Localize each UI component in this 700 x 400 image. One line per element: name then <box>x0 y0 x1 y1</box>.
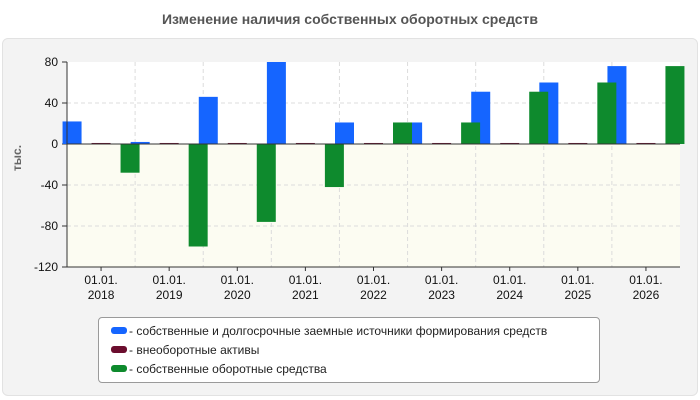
y-tick-label: -40 <box>41 178 59 192</box>
x-tick-label: 2019 <box>156 288 183 302</box>
bar-working-capital <box>188 144 208 247</box>
chart-title: Изменение наличия собственных оборотных … <box>161 11 539 27</box>
plot-area-negative-band <box>67 144 680 267</box>
x-tick-label: 2022 <box>360 288 387 302</box>
x-tick-label: 01.01. <box>357 273 390 287</box>
x-tick-label: 01.01. <box>152 273 185 287</box>
y-tick-label: 40 <box>45 96 59 110</box>
x-tick-label: 2020 <box>224 288 251 302</box>
legend-label-noncurrent-assets: - внеоборотные активы <box>129 343 260 357</box>
y-tick-label: 0 <box>51 137 58 151</box>
y-tick-label: -80 <box>41 219 59 233</box>
x-tick-label: 2025 <box>564 288 591 302</box>
bar-sources <box>62 121 82 144</box>
bar-working-capital <box>665 66 685 144</box>
bar-working-capital <box>256 144 276 222</box>
legend-item-sources: - собственные и долгосрочные заемные ист… <box>111 324 547 340</box>
bar-working-capital <box>461 122 481 144</box>
legend-swatch-sources <box>111 327 127 335</box>
bar-working-capital <box>120 144 140 173</box>
x-tick-label: 01.01. <box>84 273 117 287</box>
legend-label-working-capital: - собственные оборотные средства <box>129 362 327 376</box>
legend-item-noncurrent-assets: - внеоборотные активы <box>111 343 259 359</box>
bar-sources <box>335 122 354 144</box>
x-tick-label: 01.01. <box>221 273 254 287</box>
legend-item-working-capital: - собственные оборотные средства <box>111 362 327 378</box>
x-tick-label: 2021 <box>292 288 319 302</box>
x-tick-label: 2018 <box>88 288 115 302</box>
x-tick-label: 2026 <box>633 288 660 302</box>
bar-working-capital <box>597 82 617 144</box>
x-tick-label: 01.01. <box>629 273 662 287</box>
y-tick-label: -120 <box>34 260 58 274</box>
x-tick-label: 2024 <box>496 288 523 302</box>
bar-working-capital <box>529 91 549 144</box>
x-tick-label: 2023 <box>428 288 455 302</box>
y-tick-label: 80 <box>45 55 59 69</box>
x-tick-label: 01.01. <box>561 273 594 287</box>
bar-working-capital <box>393 122 412 144</box>
x-tick-label: 01.01. <box>493 273 526 287</box>
x-tick-label: 01.01. <box>289 273 322 287</box>
y-axis-label: тыс. <box>10 145 24 171</box>
bar-sources <box>198 96 218 144</box>
legend-swatch-noncurrent-assets <box>111 346 127 354</box>
legend-label-sources: - собственные и долгосрочные заемные ист… <box>129 324 548 338</box>
chart-legend: - собственные и долгосрочные заемные ист… <box>98 317 600 383</box>
bar-sources <box>266 62 286 144</box>
bar-working-capital <box>324 144 344 188</box>
x-tick-label: 01.01. <box>425 273 458 287</box>
legend-swatch-working-capital <box>111 365 127 373</box>
bar-sources <box>130 141 150 144</box>
